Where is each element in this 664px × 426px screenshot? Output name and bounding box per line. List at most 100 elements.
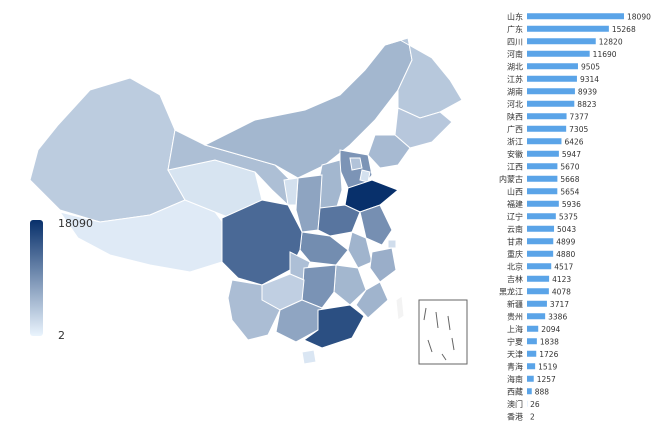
bar-value-label: 26 [530,400,540,409]
bar-value-label: 3717 [550,300,569,309]
bar-category-label: 山东 [507,11,523,21]
bar-category-label: 浙江 [507,136,523,146]
bar[interactable] [527,188,558,195]
bar[interactable] [527,13,624,20]
bar-value-label: 2094 [541,325,560,334]
bar-value-label: 1838 [540,337,559,346]
bar-value-label: 4078 [552,287,571,296]
bar-category-label: 西藏 [507,386,523,396]
bar[interactable] [527,250,554,257]
bar[interactable] [527,200,559,207]
province-region-31[interactable] [395,295,405,321]
china-choropleth-map [29,37,468,365]
province-region-29[interactable] [355,281,389,319]
bar-category-label: 黑龙江 [499,286,523,296]
bar-category-label: 江西 [507,162,523,171]
bar[interactable] [527,263,552,270]
bar[interactable] [527,350,537,357]
bar-value-label: 1257 [537,375,556,384]
bar-value-label: 7305 [569,125,588,134]
bar-category-label: 四川 [507,37,523,46]
bar-value-label: 9314 [580,75,599,84]
bar-value-label: 1726 [539,350,558,359]
bar[interactable] [527,113,567,120]
bar[interactable] [527,38,596,45]
bar-category-label: 贵州 [507,311,523,321]
province-region-22[interactable] [369,247,397,283]
bar[interactable] [527,288,549,295]
province-region-13[interactable] [283,177,299,206]
bar[interactable] [527,25,609,32]
bar-value-label: 8823 [577,100,596,109]
bar-value-label: 5947 [562,150,581,159]
bar-value-label: 4517 [554,262,573,271]
bar-category-label: 陕西 [507,111,523,121]
province-region-17[interactable] [387,239,397,249]
bar-category-label: 天津 [507,349,523,359]
bar[interactable] [527,238,554,245]
bar[interactable] [527,363,536,370]
bar[interactable] [527,300,547,307]
inset-islands [423,307,455,361]
bar[interactable] [527,325,539,332]
province-region-28[interactable] [302,304,365,349]
bar-category-label: 吉林 [507,274,523,284]
bar[interactable] [527,163,558,170]
bar-value-label: 15268 [612,25,636,34]
bar[interactable] [527,150,559,157]
bar-category-label: 安徽 [507,149,523,159]
bar[interactable] [527,338,537,345]
province-region-16[interactable] [359,204,393,246]
bar[interactable] [527,100,575,107]
bar[interactable] [527,75,577,82]
bar[interactable] [527,388,532,395]
bar-category-label: 广西 [507,124,523,134]
bar-category-label: 青海 [507,361,523,371]
bar-value-label: 5375 [559,212,578,221]
bar-value-label: 12820 [599,37,623,46]
province-region-9[interactable] [349,157,363,171]
bar-value-label: 11690 [593,50,617,59]
bar-value-label: 5654 [560,187,579,196]
bar-category-label: 河北 [507,99,523,109]
bar-value-label: 7377 [570,112,589,121]
province-region-18[interactable] [347,231,373,269]
bar[interactable] [527,175,558,182]
bar-category-label: 澳门 [507,399,523,409]
bar-value-label: 5936 [562,200,581,209]
bar[interactable] [527,138,562,145]
bar-category-label: 江苏 [507,74,523,84]
bar[interactable] [527,125,567,132]
bar-value-label: 4123 [552,275,571,284]
bar-value-label: 9505 [581,62,600,71]
bar-value-label: 888 [535,387,550,396]
bar-category-label: 海南 [507,374,523,384]
legend-max-label: 18090 [58,217,93,230]
bar[interactable] [527,88,575,95]
bar[interactable] [527,275,550,282]
bar-category-label: 湖北 [507,62,523,71]
bar-value-label: 3386 [548,312,567,321]
bar-category-label: 北京 [507,261,523,271]
bar-category-label: 香港 [507,411,523,421]
bar-value-label: 1519 [538,362,557,371]
bar[interactable] [527,375,534,382]
legend-color-scale[interactable] [30,220,43,336]
province-region-26[interactable] [227,279,281,341]
bar-value-label: 8939 [578,87,597,96]
visual-map-legend[interactable]: 18090 2 [24,214,93,344]
inset-frame [418,299,468,365]
province-region-30[interactable] [301,349,317,365]
bar[interactable] [527,313,546,320]
bar-category-label: 福建 [507,199,523,209]
bar[interactable] [527,225,555,232]
bar-category-label: 河南 [507,49,523,59]
bar[interactable] [527,213,556,220]
bar[interactable] [527,50,590,57]
bar-category-label: 湖南 [507,86,523,96]
bar-category-label: 甘肃 [507,236,523,246]
bar[interactable] [527,63,578,70]
bar-category-label: 广东 [507,24,523,34]
bar-value-label: 6426 [564,137,583,146]
